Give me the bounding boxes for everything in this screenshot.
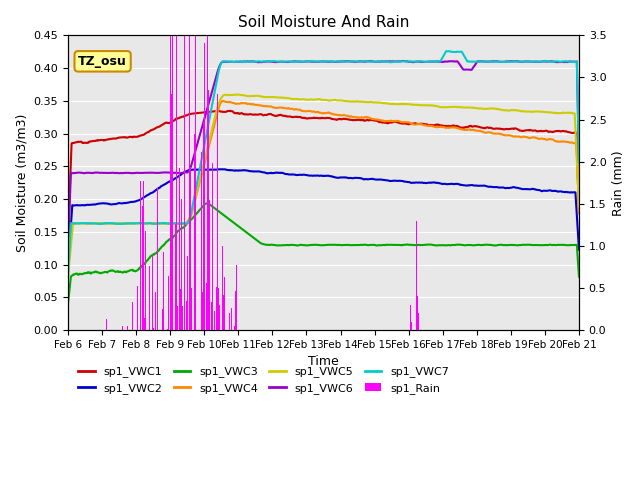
Legend: sp1_VWC1, sp1_VWC2, sp1_VWC3, sp1_VWC4, sp1_VWC5, sp1_VWC6, sp1_VWC7, sp1_Rain: sp1_VWC1, sp1_VWC2, sp1_VWC3, sp1_VWC4, … [74, 362, 453, 398]
Text: TZ_osu: TZ_osu [78, 55, 127, 68]
X-axis label: Time: Time [308, 355, 339, 369]
Y-axis label: Soil Moisture (m3/m3): Soil Moisture (m3/m3) [15, 114, 28, 252]
Y-axis label: Rain (mm): Rain (mm) [612, 150, 625, 216]
Title: Soil Moisture And Rain: Soil Moisture And Rain [238, 15, 409, 30]
